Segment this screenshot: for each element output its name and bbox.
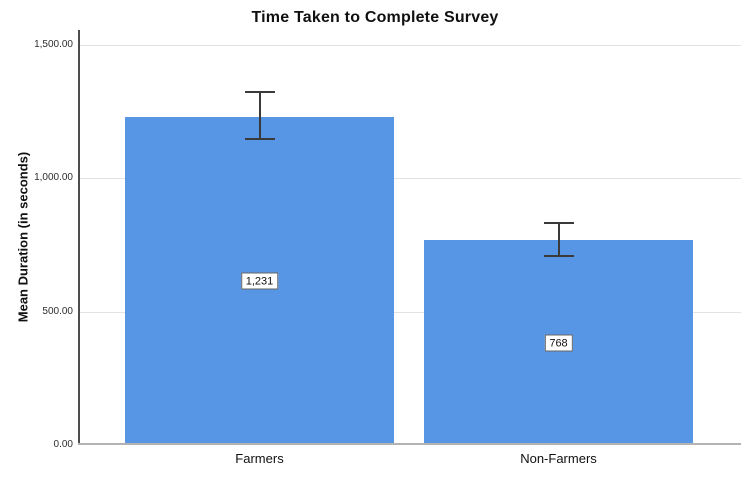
value-label: 768 [544,334,573,352]
x-axis-line [78,443,741,445]
value-label: 1,231 [240,272,279,290]
error-bar-line [258,91,261,140]
error-bar-line [557,222,560,256]
error-bar-cap [543,221,574,224]
gridline [78,45,741,46]
y-tick-label: 1,000.00 [34,172,73,184]
x-tick-label: Farmers [235,451,284,466]
y-axis-line [78,30,80,445]
y-tick-label: 500.00 [42,305,73,317]
plot-area: 1,231 768 [78,30,741,445]
x-tick-label: Non-Farmers [520,451,597,466]
gridline [78,311,741,313]
error-bar-cap [244,138,275,141]
y-tick-label: 0.00 [53,439,73,450]
error-bar-cap [244,90,275,93]
error-bar-cap [543,254,574,257]
y-tick-label: 1,500.00 [34,39,73,50]
chart-title: Time Taken to Complete Survey [251,9,499,26]
gridline [78,178,741,180]
